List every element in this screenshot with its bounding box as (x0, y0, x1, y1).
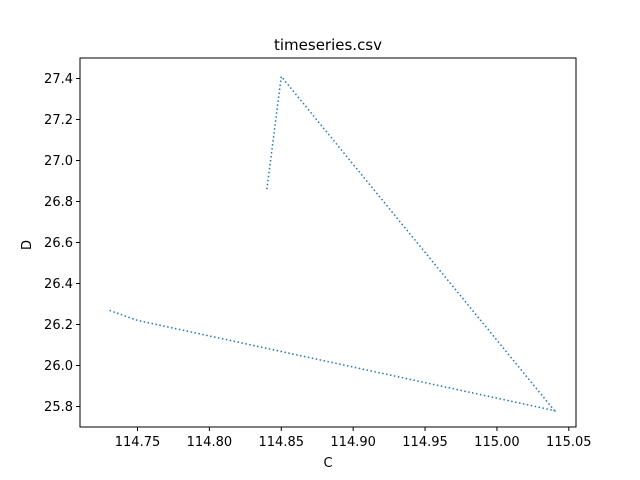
y-tick-label: 26.6 (44, 236, 73, 251)
y-tick-label: 26.8 (44, 195, 73, 210)
y-tick-label: 27.2 (44, 113, 73, 128)
y-tick-label: 26.2 (44, 318, 73, 333)
y-axis-ticks: 25.8 26.0 26.2 26.4 26.6 26.8 27.0 27.2 27.4 (44, 72, 80, 415)
x-tick-label: 115.00 (474, 435, 520, 450)
x-tick-label: 114.85 (259, 435, 305, 450)
y-tick-label: 27.0 (44, 154, 73, 169)
series-line (108, 74, 557, 412)
x-tick-label: 115.05 (546, 435, 592, 450)
x-axis-ticks: 114.75 114.80 114.85 114.90 114.95 115.00 115.… (115, 427, 592, 450)
y-tick-label: 25.8 (44, 400, 73, 415)
x-tick-label: 114.75 (115, 435, 161, 450)
y-tick-label: 27.4 (44, 72, 73, 87)
y-tick-label: 26.4 (44, 277, 73, 292)
y-tick-label: 26.0 (44, 359, 73, 374)
y-axis-label: D (20, 240, 35, 250)
x-axis-label: C (323, 456, 332, 471)
chart-title: timeseries.csv (274, 36, 382, 54)
x-tick-label: 114.95 (402, 435, 448, 450)
x-tick-label: 114.80 (187, 435, 233, 450)
x-tick-label: 114.90 (330, 435, 376, 450)
